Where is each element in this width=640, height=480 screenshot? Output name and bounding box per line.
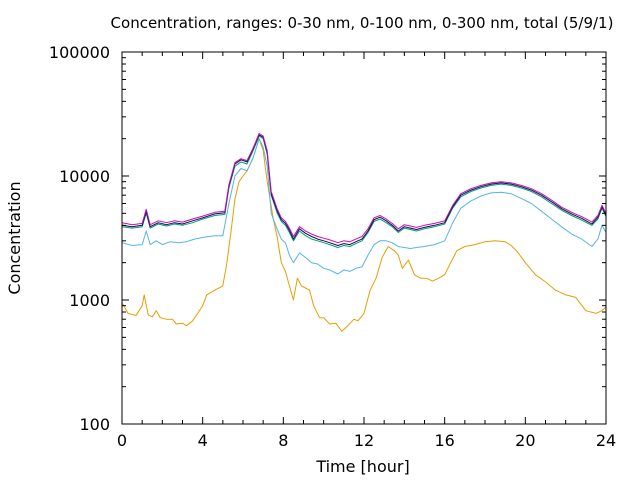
x-tick-label: 20 <box>515 431 535 450</box>
series-line-2 <box>121 138 607 275</box>
y-axis-label: Concentration <box>5 181 24 294</box>
x-tick-label: 0 <box>117 431 127 450</box>
y-tick-label: 100 <box>79 415 110 434</box>
x-axis: 0 4 8 12 16 20 24 <box>117 52 616 450</box>
series-line-4 <box>121 134 607 246</box>
series-line-1 <box>121 138 607 332</box>
x-tick-label: 24 <box>596 431 616 450</box>
x-tick-label: 12 <box>354 431 374 450</box>
x-tick-label: 8 <box>278 431 288 450</box>
series-line-3 <box>121 135 607 248</box>
chart-title: Concentration, ranges: 0-30 nm, 0-100 nm… <box>111 14 614 32</box>
y-tick-label: 10000 <box>59 167 110 186</box>
y-axis: 100 1000 10000 100000 <box>49 43 606 434</box>
y-tick-label: 100000 <box>49 43 110 62</box>
series-line-5 <box>121 133 607 244</box>
x-tick-label: 4 <box>198 431 208 450</box>
series-layer <box>121 133 607 332</box>
x-axis-label: Time [hour] <box>315 457 409 476</box>
y-tick-label: 1000 <box>69 291 110 310</box>
x-tick-label: 16 <box>434 431 454 450</box>
